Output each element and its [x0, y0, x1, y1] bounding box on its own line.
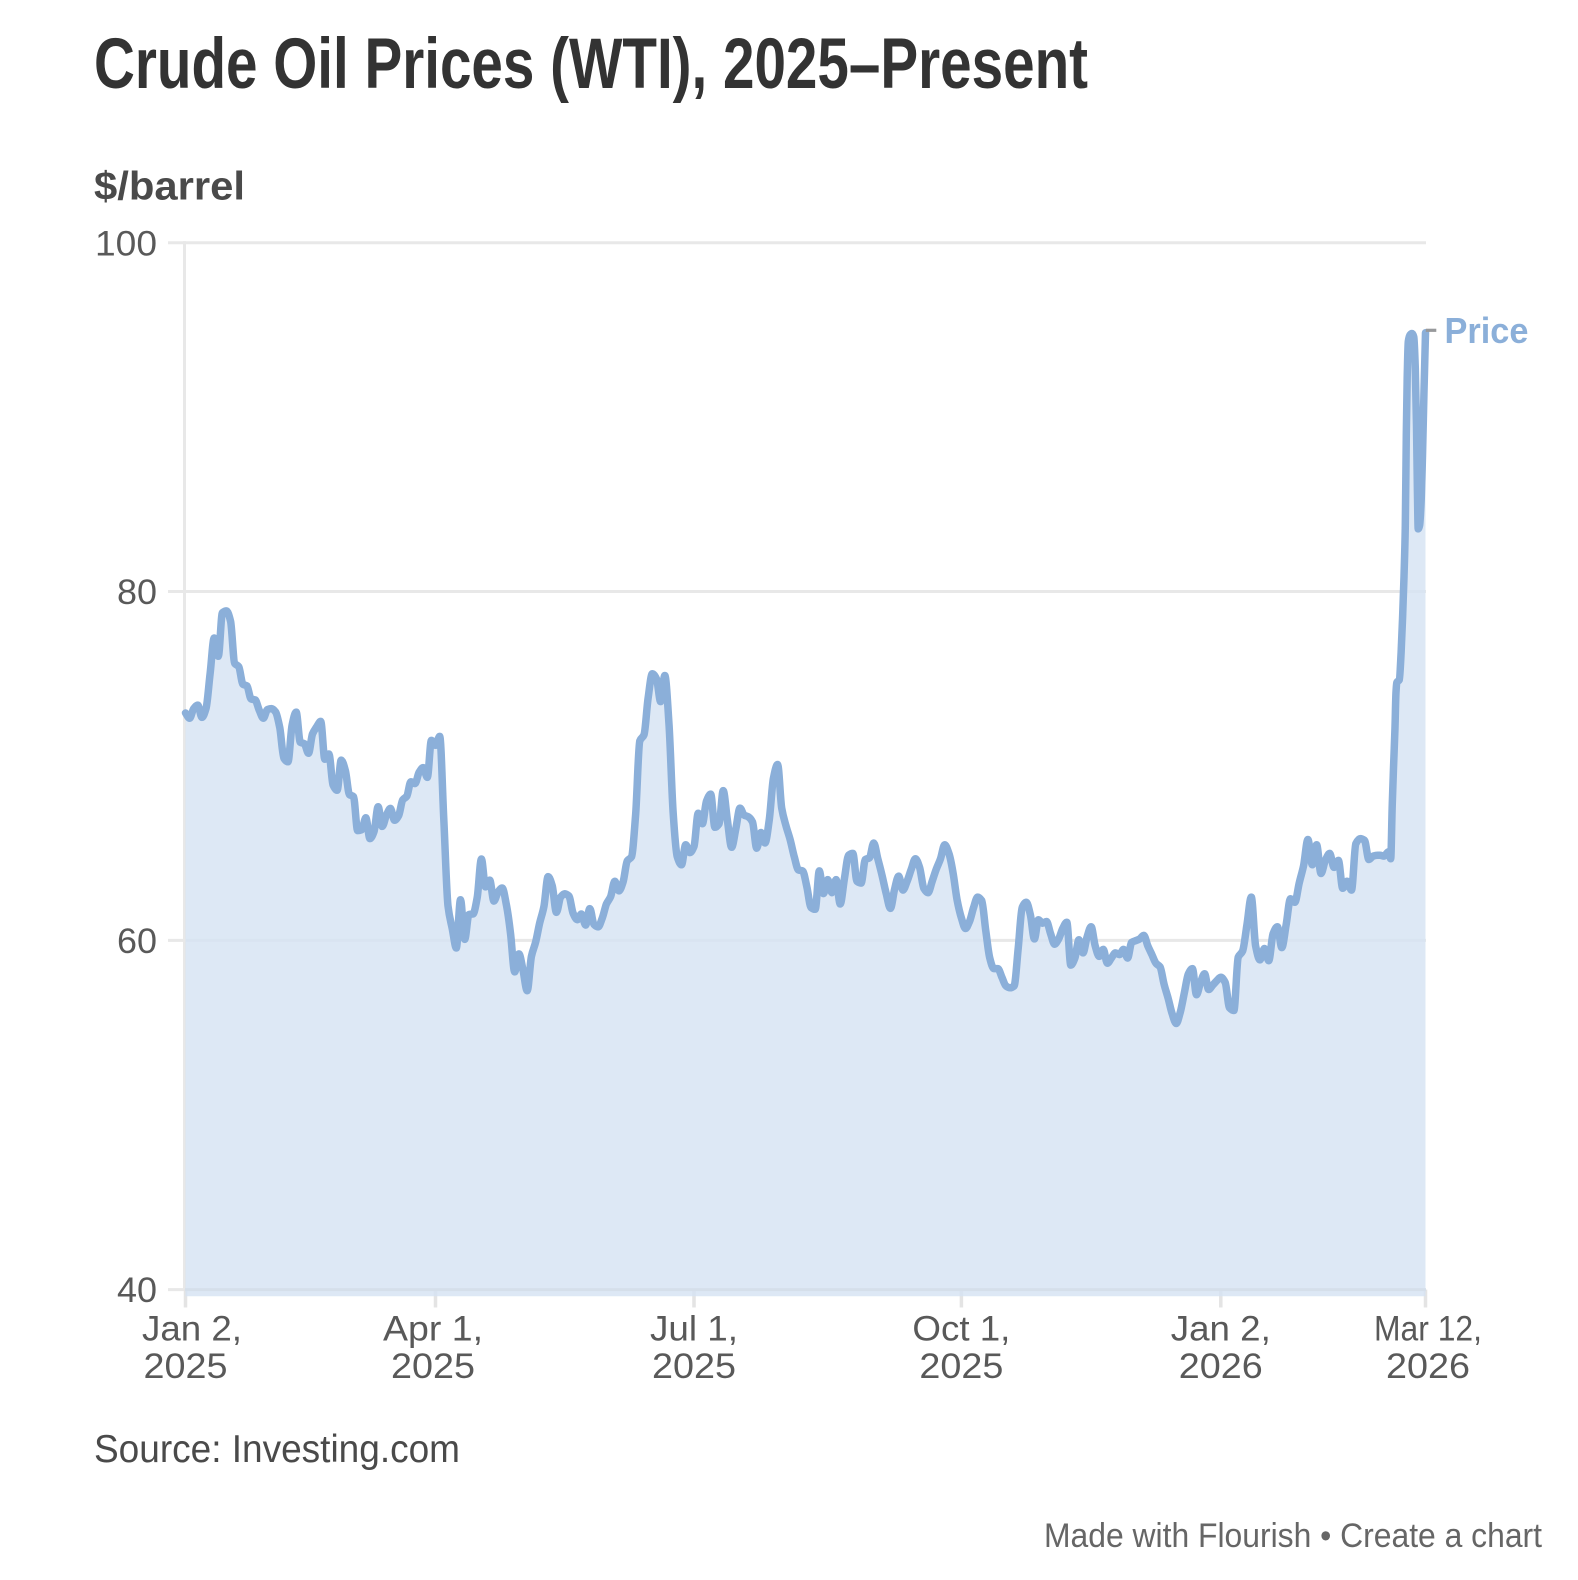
svg-text:40: 40	[117, 1271, 157, 1310]
svg-text:Mar 12,: Mar 12,	[1374, 1310, 1482, 1349]
svg-text:Oct 1,: Oct 1,	[912, 1310, 1010, 1349]
svg-text:80: 80	[117, 573, 157, 612]
svg-text:Jan 2,: Jan 2,	[142, 1310, 242, 1349]
svg-text:2025: 2025	[919, 1347, 1003, 1386]
svg-text:Price: Price	[1445, 310, 1529, 351]
svg-text:Made with Flourish • Create a: Made with Flourish • Create a chart	[1044, 1517, 1543, 1555]
svg-text:60: 60	[117, 922, 157, 961]
svg-text:2026: 2026	[1386, 1347, 1470, 1386]
svg-text:2025: 2025	[652, 1347, 736, 1386]
svg-text:Crude Oil Prices (WTI), 2025–P: Crude Oil Prices (WTI), 2025–Present	[94, 25, 1088, 104]
svg-text:Source: Investing.com: Source: Investing.com	[94, 1428, 460, 1471]
svg-text:$/barrel: $/barrel	[94, 165, 245, 209]
svg-text:2025: 2025	[391, 1347, 475, 1386]
svg-text:2025: 2025	[144, 1347, 228, 1386]
svg-text:2026: 2026	[1179, 1347, 1263, 1386]
svg-text:Jul 1,: Jul 1,	[650, 1310, 738, 1349]
svg-text:100: 100	[95, 224, 157, 263]
svg-text:Jan 2,: Jan 2,	[1171, 1310, 1271, 1349]
svg-text:Apr 1,: Apr 1,	[383, 1310, 483, 1349]
